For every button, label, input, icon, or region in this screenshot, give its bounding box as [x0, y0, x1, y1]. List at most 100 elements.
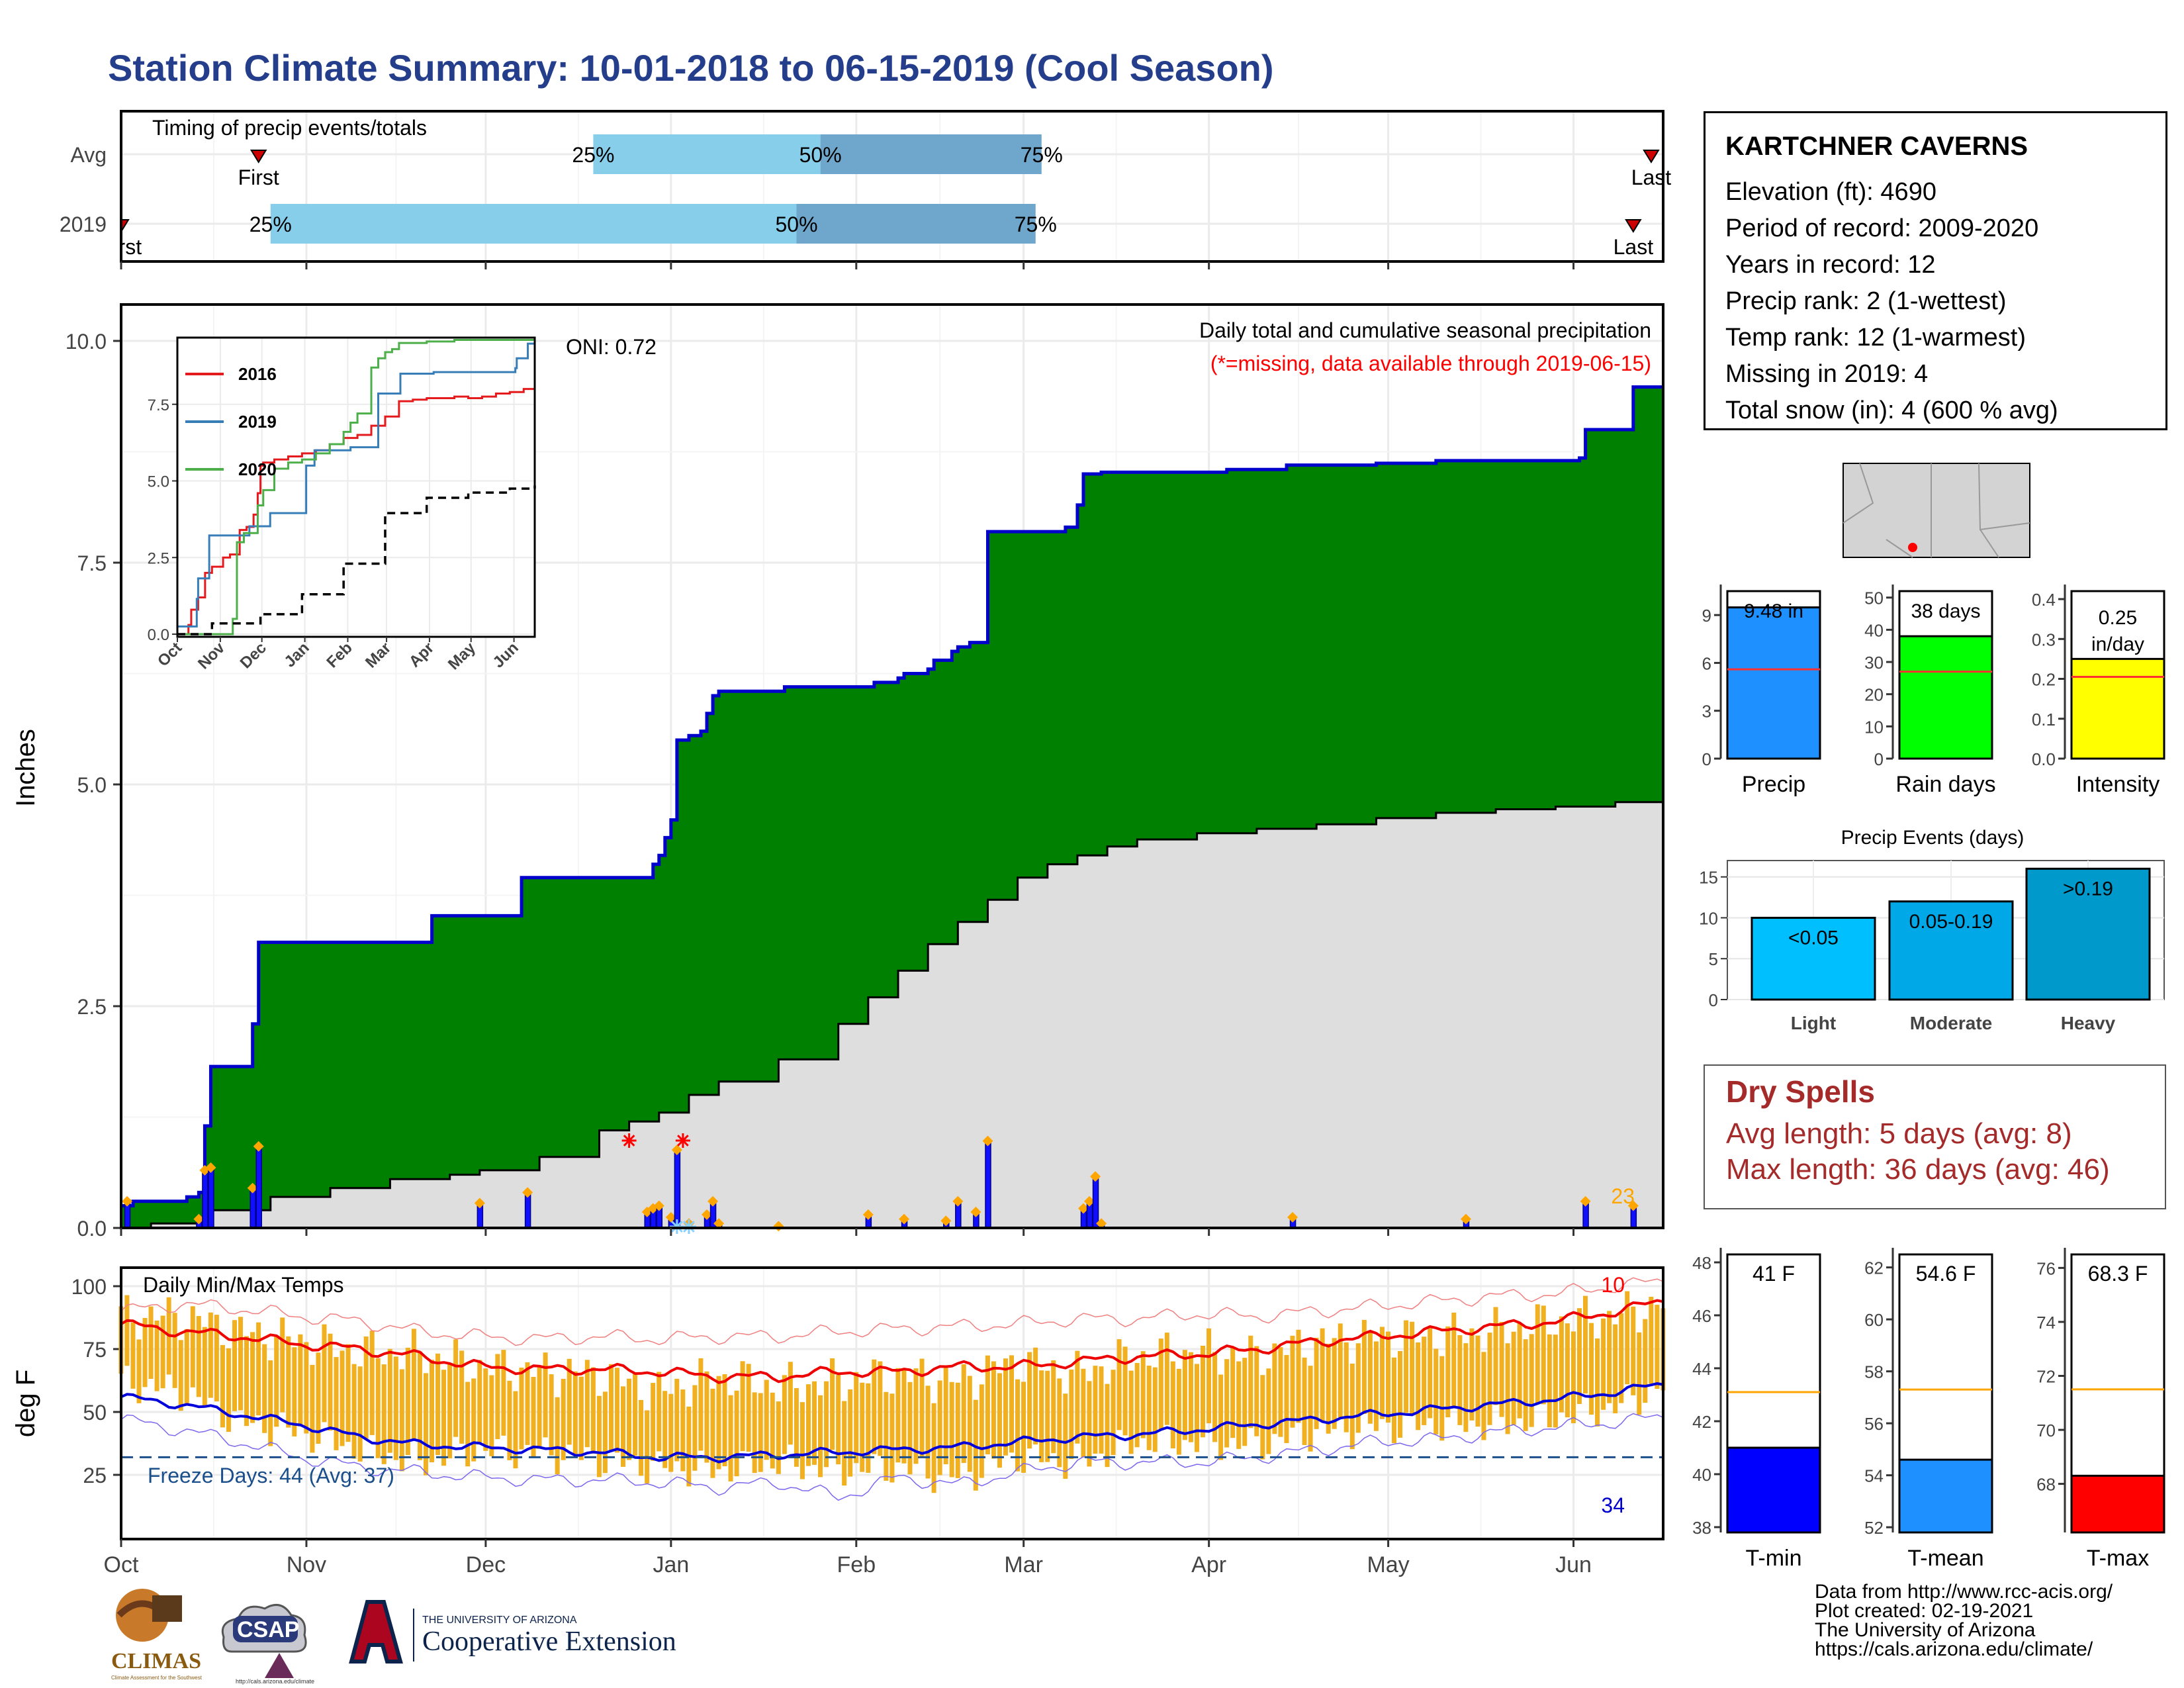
temps-daily-bar: [244, 1336, 250, 1427]
precip-summary-2-ytick-label: 0.2: [2032, 670, 2056, 690]
temps-daily-bar: [1601, 1318, 1606, 1410]
temps-daily-bar: [1523, 1339, 1528, 1431]
temps-daily-bar: [292, 1347, 297, 1436]
temps-ytick-label: 25: [83, 1464, 107, 1487]
temps-daily-bar: [238, 1317, 244, 1411]
precip-events-bar-label: <0.05: [1788, 927, 1839, 949]
xaxis-month-label: Jan: [653, 1552, 689, 1577]
temps-daily-bar: [172, 1313, 177, 1388]
precip-events-category-label: Moderate: [1910, 1013, 1992, 1033]
temps-daily-bar: [848, 1389, 853, 1477]
precip-summary-0-ytick-label: 6: [1702, 653, 1711, 673]
precip-summary-0-ytick-label: 3: [1702, 702, 1711, 722]
temps-daily-bar: [280, 1317, 285, 1413]
temps-daily-bar: [1535, 1304, 1540, 1403]
inset-ytick-label: 5.0: [148, 473, 169, 491]
temps-daily-bar: [1290, 1335, 1295, 1428]
precip-summary-1-ytick-label: 10: [1864, 717, 1884, 737]
temps-daily-bar: [1547, 1334, 1552, 1428]
temps-daily-bar: [1182, 1350, 1187, 1440]
temps-daily-bar: [136, 1339, 142, 1403]
temps-daily-bar: [1122, 1346, 1128, 1436]
temps-daily-bar: [674, 1378, 680, 1462]
temps-daily-bar: [1607, 1311, 1612, 1403]
temps-daily-bar: [369, 1331, 375, 1435]
xaxis-month-label: May: [1367, 1552, 1409, 1577]
precip-daily-marker: [1287, 1211, 1298, 1223]
temps-daily-bar: [430, 1360, 435, 1463]
temps-daily-bar: [1655, 1305, 1660, 1389]
timing-label-last-avg: Last: [1631, 165, 1672, 189]
precip-subtitle: (*=missing, data available through 2019-…: [1210, 352, 1651, 375]
temps-daily-bar: [614, 1368, 619, 1453]
temps-daily-bar: [1087, 1381, 1092, 1467]
station-missing: Missing in 2019: 4: [1725, 360, 1929, 388]
temps-daily-bar: [788, 1362, 793, 1445]
precip-daily-marker: [713, 1218, 725, 1229]
logo-strip: CLIMAS Climate Assessment for the Southw…: [111, 1589, 676, 1685]
temps-daily-bar: [256, 1322, 261, 1416]
precip-ytick-label: 5.0: [77, 773, 107, 797]
temps-daily-bar: [1152, 1367, 1158, 1452]
temps-daily-bar: [919, 1358, 925, 1457]
temps-daily-bar: [1236, 1361, 1242, 1449]
precip-average-area: [121, 798, 1663, 1228]
page-title: Station Climate Summary: 10-01-2018 to 0…: [108, 47, 1274, 89]
temps-daily-bar: [901, 1368, 907, 1464]
temp-summary-ytick-label: 42: [1692, 1412, 1711, 1432]
precip-events-bar: [2025, 867, 2151, 1001]
temps-daily-bar: [1475, 1335, 1480, 1427]
temps-freeze-label: Freeze Days: 44 (Avg: 37): [148, 1464, 394, 1487]
temps-daily-bar: [1081, 1368, 1086, 1458]
temps-daily-bar: [608, 1364, 614, 1451]
temps-daily-bar: [1398, 1351, 1403, 1438]
temps-daily-bar: [842, 1401, 847, 1486]
temps-daily-bar: [1541, 1305, 1546, 1405]
timing-row-label-2019: 2019: [60, 212, 107, 236]
temps-daily-bar: [633, 1374, 638, 1456]
temp-summary-ytick-label: 38: [1692, 1518, 1711, 1538]
temps-daily-bar: [1069, 1369, 1074, 1460]
temps-daily-bar: [1116, 1339, 1122, 1430]
temps-daily-bar: [489, 1375, 494, 1456]
inset-legend-label: 2016: [238, 364, 277, 384]
precip-average-line: [121, 798, 1664, 1229]
temps-ytick-label: 75: [83, 1338, 107, 1362]
temps-daily-bar: [1230, 1347, 1236, 1438]
temps-daily-bar: [943, 1366, 948, 1464]
temps-daily-bar: [710, 1388, 715, 1478]
temps-daily-bar: [1093, 1366, 1098, 1454]
temps-daily-bar: [824, 1381, 829, 1468]
temps-daily-bar: [782, 1375, 787, 1454]
inset-series-line: [177, 387, 536, 635]
precip-daily-bar: [674, 1149, 681, 1229]
precip-summary-1-ytick-label: 30: [1864, 653, 1884, 673]
temps-daily-bar: [722, 1374, 727, 1467]
temps-daily-bar: [949, 1382, 954, 1477]
precip-summary-2-bar: [2070, 657, 2165, 760]
temps-daily-bar: [1051, 1360, 1056, 1454]
temp-summary-value-label: 68.3 F: [2088, 1262, 2148, 1286]
temps-daily-bar: [286, 1336, 291, 1428]
timing-bar-50-75-y2019: [796, 204, 1036, 244]
temps-daily-bar: [1416, 1342, 1421, 1430]
temps-daily-bar: [1260, 1375, 1265, 1460]
station-elevation: Elevation (ft): 4690: [1725, 178, 1936, 206]
credits: Data from http://www.rcc-acis.org/ Plot …: [1815, 1582, 2113, 1660]
temps-daily-bar: [985, 1355, 990, 1454]
temps-daily-bar: [567, 1358, 572, 1445]
temps-daily-bar: [596, 1395, 602, 1477]
temps-daily-bar: [387, 1348, 392, 1453]
temps-daily-bar: [991, 1361, 996, 1459]
temps-daily-bar: [393, 1356, 398, 1460]
xaxis-month-label: Nov: [287, 1552, 326, 1577]
timing-label-last-y2019: Last: [1614, 235, 1654, 259]
temps-ytick-label: 100: [71, 1275, 107, 1299]
temps-daily-bar: [1063, 1393, 1068, 1479]
temps-daily-bar: [740, 1361, 745, 1452]
precip-title: Daily total and cumulative seasonal prec…: [1199, 318, 1651, 342]
temps-daily-bar: [866, 1383, 871, 1473]
temps-daily-bar: [555, 1397, 560, 1475]
temp-summary-category-label: T-min: [1746, 1546, 1802, 1571]
temps-daily-bar: [310, 1364, 315, 1453]
